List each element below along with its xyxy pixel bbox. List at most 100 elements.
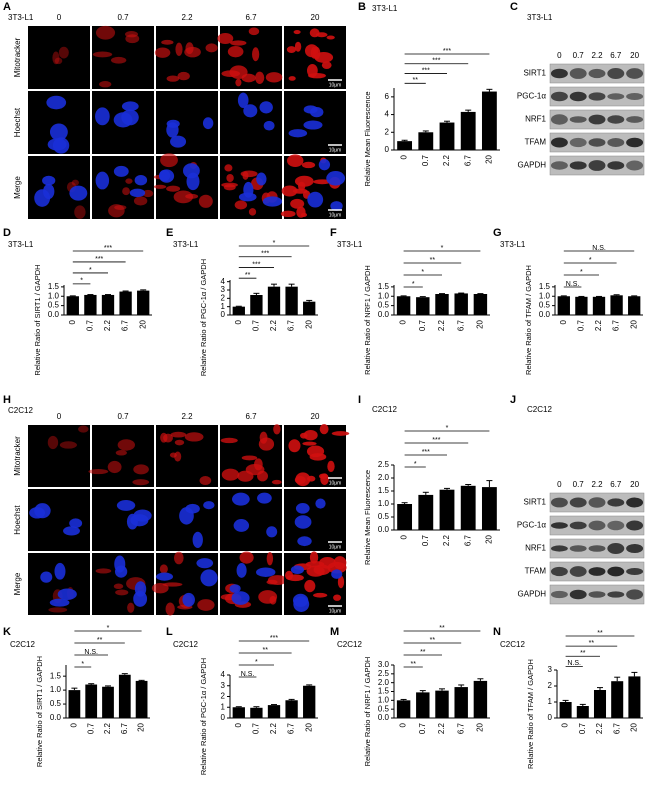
bar — [473, 294, 488, 315]
significance-label: ** — [597, 630, 603, 637]
protein-label: GAPDH — [518, 590, 547, 599]
mito-signal — [302, 441, 317, 446]
nucleus — [159, 169, 175, 183]
panel-letter: L — [166, 626, 173, 638]
x-tick-label: 0 — [400, 154, 409, 159]
panel-subtitle: 3T3-L1 — [527, 13, 553, 22]
panel-subtitle: 3T3-L1 — [372, 4, 398, 13]
y-tick-label: 0 — [548, 713, 553, 722]
blot-band — [607, 115, 625, 124]
row-label: Hoechst — [13, 107, 22, 137]
blot-band — [607, 161, 625, 170]
nucleus — [309, 106, 324, 118]
mito-signal — [303, 429, 318, 441]
panel-subtitle: C2C12 — [10, 640, 35, 649]
micrograph — [28, 489, 90, 551]
bar — [101, 294, 115, 315]
x-tick-label: 6.7 — [456, 319, 465, 331]
nucleus — [303, 120, 323, 130]
significance-label: * — [589, 257, 592, 264]
y-tick-label: 3 — [221, 681, 226, 690]
y-axis-label: Relative Ratio of PGC-1α / GAPDH — [199, 259, 208, 376]
bar — [435, 294, 449, 315]
bar — [416, 297, 430, 315]
mito-signal — [237, 470, 254, 482]
y-tick-label: 0 — [221, 310, 226, 319]
x-tick-label: 0 — [400, 534, 409, 539]
y-tick-label: 2.5 — [378, 460, 390, 469]
micrograph-content — [47, 425, 89, 450]
nucleus — [238, 192, 257, 202]
significance-label: * — [412, 281, 415, 288]
significance-label: * — [421, 269, 424, 276]
micrograph-content — [221, 164, 283, 216]
y-tick-label: 4 — [221, 277, 226, 286]
blot-band — [626, 568, 644, 575]
x-tick-label: 0 — [561, 722, 570, 727]
scale-bar-label: 10μm — [329, 544, 342, 550]
blot-band — [569, 521, 587, 530]
nucleus — [233, 519, 250, 532]
significance-label: N.S. — [592, 245, 606, 252]
panel-letter: F — [330, 227, 337, 239]
bar — [250, 295, 263, 315]
nucleus — [315, 498, 326, 509]
nucleus — [49, 598, 70, 607]
nucleus — [232, 492, 250, 506]
y-tick-label: 0.0 — [378, 713, 390, 722]
x-tick-label: 2.2 — [269, 319, 278, 331]
mito-signal — [197, 599, 215, 611]
y-tick-label: 3 — [548, 665, 553, 674]
nucleus — [52, 137, 70, 154]
nucleus — [297, 536, 312, 547]
y-axis-label: Relative Ratio of PGC-1α / GAPDH — [199, 658, 208, 775]
protein-label: NRF1 — [525, 544, 546, 553]
nucleus — [69, 518, 83, 528]
bar — [481, 487, 497, 530]
significance-label: *** — [432, 58, 440, 65]
mito-signal — [265, 72, 283, 83]
x-tick-label: 6.7 — [120, 722, 129, 734]
blot-band — [626, 93, 644, 100]
mito-signal — [173, 551, 184, 565]
bar — [119, 291, 132, 315]
bar — [267, 286, 281, 315]
panel-letter: C — [510, 1, 518, 13]
bar — [418, 132, 434, 150]
nucleus — [134, 581, 147, 597]
y-tick-label: 2 — [221, 293, 226, 302]
mito-signal — [301, 161, 316, 169]
bar — [439, 489, 455, 530]
scale-bar-label: 10μm — [329, 480, 342, 486]
mito-signal — [273, 424, 281, 435]
mito-signal — [217, 33, 234, 44]
bar — [460, 111, 476, 150]
micrograph-content — [29, 503, 83, 536]
mito-signal — [252, 47, 260, 62]
mito-signal — [286, 46, 297, 54]
micrograph-content — [280, 154, 346, 218]
significance-label: *** — [95, 256, 103, 263]
y-tick-label: 3.0 — [378, 660, 390, 669]
micrograph-content — [166, 117, 214, 148]
nucleus — [182, 592, 195, 607]
mito-signal — [117, 439, 135, 451]
mito-signal — [184, 46, 201, 58]
micrograph-content — [285, 551, 347, 612]
y-axis-label: Relative Ratio of SIRT1 / GAPDH — [35, 656, 44, 767]
blot-band — [607, 138, 625, 147]
significance-label: * — [273, 240, 276, 247]
micrograph-content — [288, 105, 324, 138]
nucleus — [69, 185, 88, 201]
x-tick-label: 20 — [304, 319, 313, 328]
mito-signal — [309, 551, 319, 564]
micrograph-content — [232, 492, 278, 538]
blot-band — [588, 68, 606, 79]
mito-signal — [88, 468, 109, 475]
nucleus — [200, 569, 218, 587]
bar — [285, 286, 298, 315]
y-tick-label: 4 — [385, 110, 390, 119]
x-tick-label: 0.7 — [578, 722, 587, 734]
x-tick-label: 0 — [70, 722, 79, 727]
micrograph — [284, 489, 346, 551]
